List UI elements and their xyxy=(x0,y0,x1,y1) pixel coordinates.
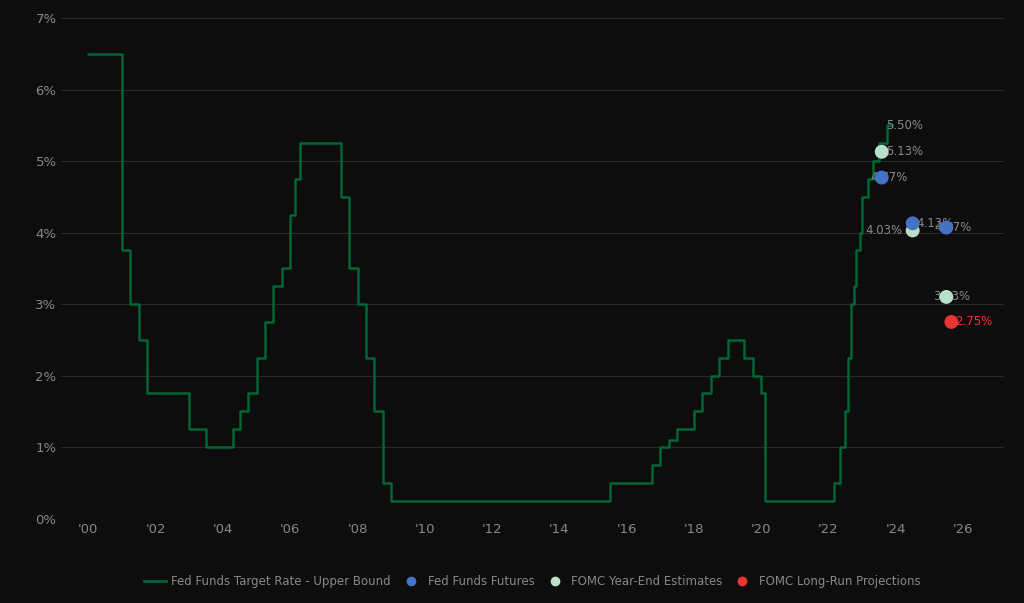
Point xyxy=(873,147,890,157)
Text: 3.13%: 3.13% xyxy=(933,291,970,303)
Text: 4.77%: 4.77% xyxy=(870,171,908,184)
Text: 2.75%: 2.75% xyxy=(954,315,992,329)
Point xyxy=(904,226,921,235)
Text: 4.07%: 4.07% xyxy=(935,221,972,234)
Text: 5.50%: 5.50% xyxy=(886,119,923,132)
Legend: Fed Funds Target Rate - Upper Bound, Fed Funds Futures, FOMC Year-End Estimates,: Fed Funds Target Rate - Upper Bound, Fed… xyxy=(139,570,926,593)
Text: 4.03%: 4.03% xyxy=(865,224,903,237)
Point xyxy=(904,218,921,228)
Point xyxy=(873,172,890,182)
Point xyxy=(938,292,954,302)
Text: 4.13%: 4.13% xyxy=(916,217,953,230)
Point xyxy=(938,223,954,232)
Point xyxy=(943,317,959,327)
Text: 5.13%: 5.13% xyxy=(886,145,923,159)
